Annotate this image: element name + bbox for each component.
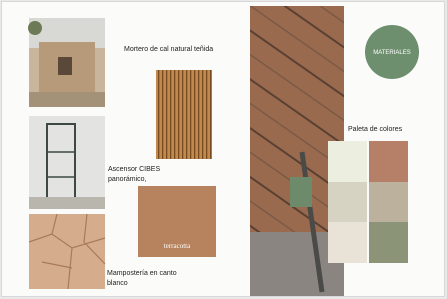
- material-label: Mampostería en canto blanco: [107, 269, 187, 289]
- wood-photo: [156, 70, 212, 159]
- palette-title: Paleta de colores: [348, 125, 428, 135]
- material-label: Ascensor CIBES panorámico,: [108, 165, 170, 185]
- color-palette: [328, 141, 408, 263]
- title: MATERIALES: [365, 48, 419, 58]
- building-photo: [28, 18, 105, 107]
- stone-photo: [29, 214, 105, 289]
- material-label: Mortero de cal natural teñida: [124, 45, 234, 55]
- material-label: terracotta: [138, 241, 216, 251]
- slide: Mortero de cal natural teñida Ascensor C…: [1, 1, 445, 297]
- elevator-photo: [29, 116, 105, 209]
